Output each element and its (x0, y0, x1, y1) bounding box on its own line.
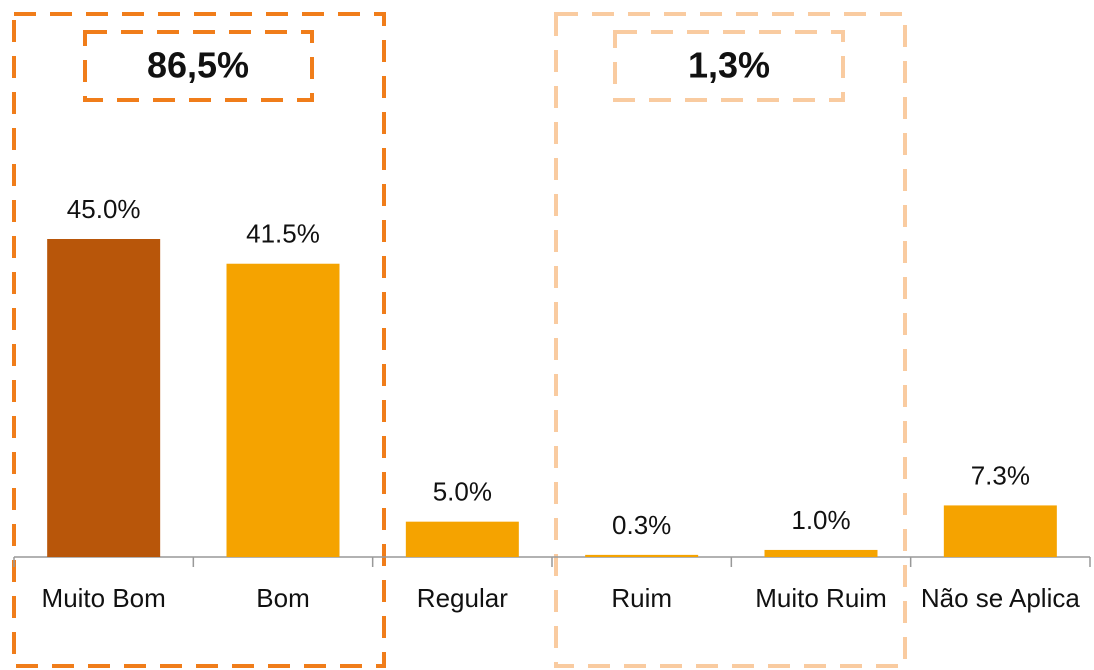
value-label: 5.0% (433, 477, 492, 507)
annotation-box (83, 30, 314, 102)
group-box (554, 12, 907, 668)
x-tick-label: Muito Ruim (755, 583, 886, 613)
x-tick-label: Regular (417, 583, 508, 613)
value-label: 41.5% (246, 219, 320, 249)
bar (226, 263, 340, 557)
bar (47, 239, 161, 557)
x-tick-label: Bom (256, 583, 309, 613)
annotation-box (613, 30, 845, 102)
value-label: 45.0% (67, 194, 141, 224)
bar (585, 554, 699, 557)
value-label: 0.3% (612, 510, 671, 540)
x-tick-label: Muito Bom (42, 583, 166, 613)
annotation: 1,3% (688, 45, 770, 86)
group-box (12, 12, 386, 668)
value-label: 1.0% (791, 505, 850, 535)
bar (943, 505, 1057, 557)
x-tick-label: Não se Aplica (921, 583, 1081, 613)
x-tick-label: Ruim (611, 583, 672, 613)
bar (405, 521, 519, 557)
annotation: 86,5% (147, 45, 249, 86)
bar (764, 549, 878, 557)
value-label: 7.3% (971, 460, 1030, 490)
